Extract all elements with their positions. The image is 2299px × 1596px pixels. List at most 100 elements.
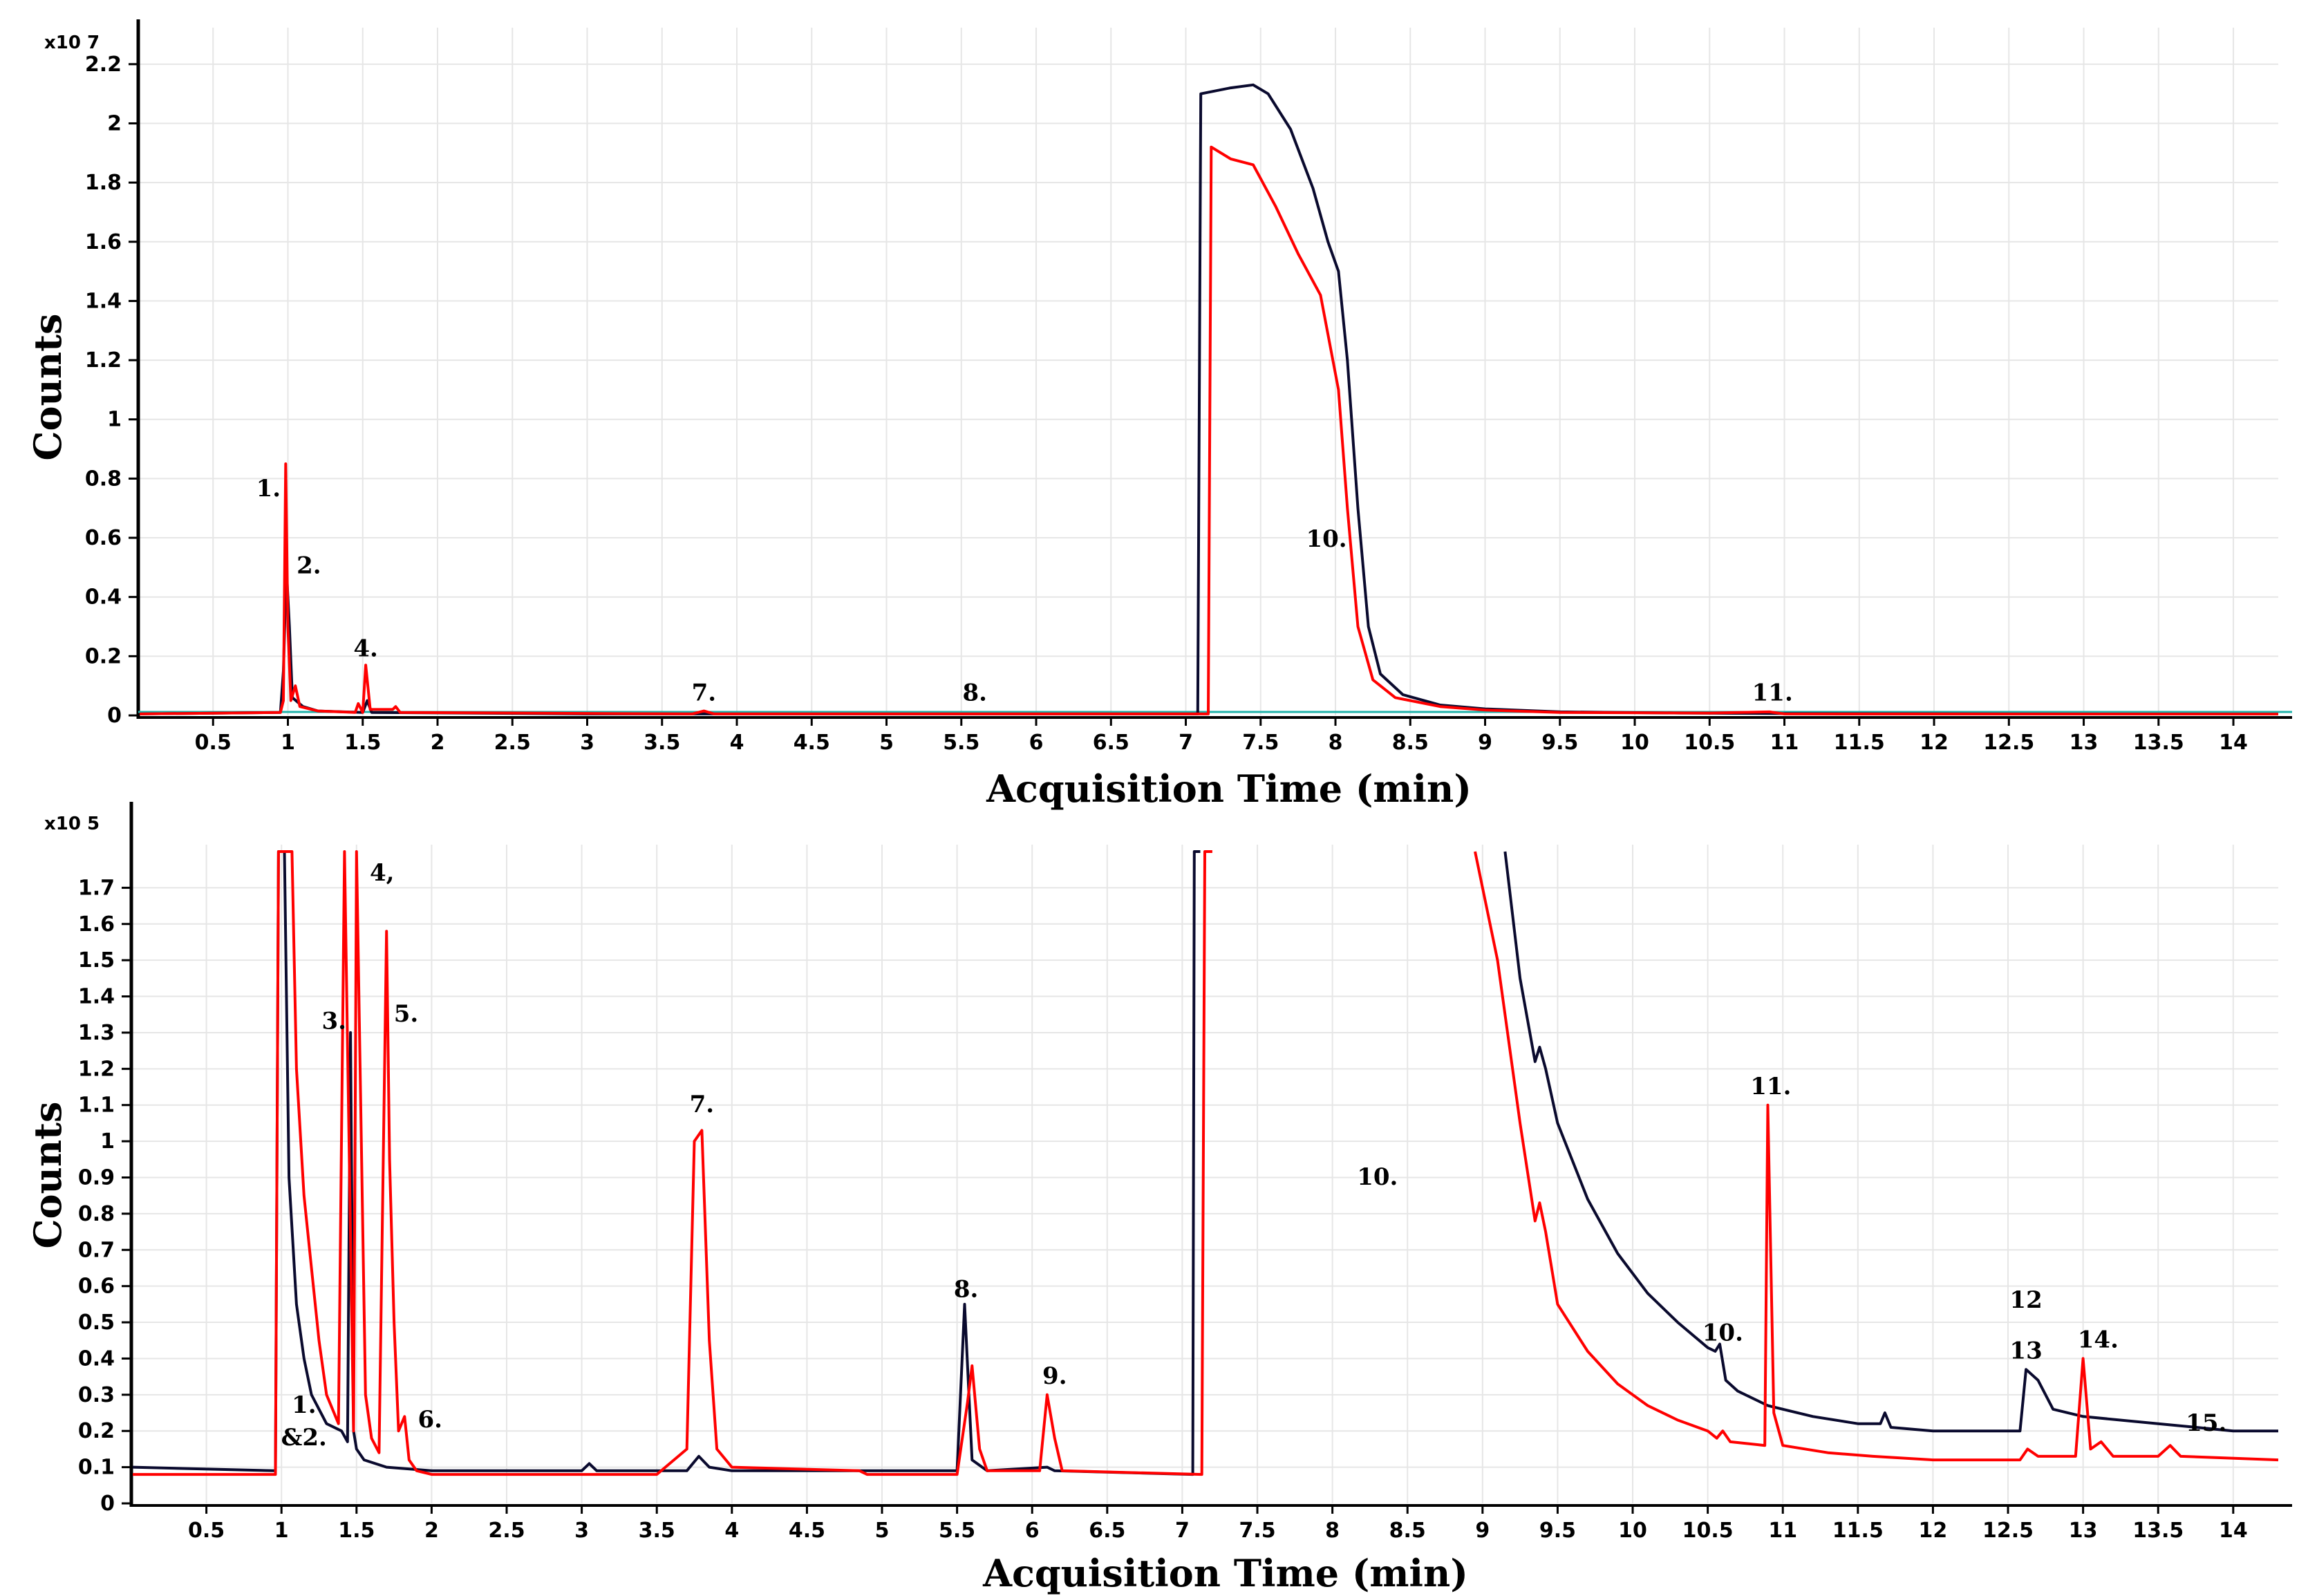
y-axis-title: Counts [26, 1102, 70, 1249]
peak-label: 11. [1752, 679, 1793, 707]
x-tick-label: 11 [1768, 1519, 1797, 1543]
x-tick-label: 12 [1919, 1519, 1948, 1543]
y-multiplier-label: x10 5 [44, 814, 100, 834]
x-tick-label: 4.5 [794, 731, 830, 755]
x-tick-label: 10.5 [1682, 1519, 1734, 1543]
x-tick-label: 4.5 [789, 1519, 825, 1543]
x-tick-label: 12.5 [1983, 731, 2034, 755]
x-tick-label: 8 [1329, 731, 1343, 755]
peak-label: 6. [417, 1406, 442, 1434]
y-tick-label: 0.6 [78, 1275, 115, 1299]
x-axis-title: Acquisition Time (min) [982, 1551, 1468, 1595]
x-tick-label: 7 [1179, 731, 1193, 755]
y-tick-label: 1 [100, 1129, 115, 1154]
x-tick-label: 8.5 [1389, 1519, 1426, 1543]
peak-label: 15. [2186, 1409, 2226, 1437]
x-tick-label: 1 [281, 731, 295, 755]
x-tick-label: 11.5 [1834, 731, 1885, 755]
y-tick-label: 1.8 [85, 171, 122, 195]
x-tick-label: 7.5 [1239, 1519, 1275, 1543]
y-tick-label: 0.4 [85, 585, 122, 610]
x-tick-label: 6.5 [1093, 731, 1129, 755]
x-tick-label: 1.5 [338, 1519, 375, 1543]
series-red-trace [133, 850, 2279, 1476]
x-tick-label: 9 [1475, 1519, 1490, 1543]
x-tick-label: 11.5 [1832, 1519, 1884, 1543]
x-tick-label: 6 [1029, 731, 1044, 755]
x-tick-label: 9 [1478, 731, 1492, 755]
peak-label: 10. [1357, 1163, 1398, 1191]
peak-label: 4, [370, 859, 395, 887]
peak-label: 9. [1042, 1362, 1067, 1390]
y-tick-label: 1.5 [78, 948, 115, 973]
x-tick-label: 6 [1025, 1519, 1040, 1543]
x-tick-label: 0.5 [188, 1519, 225, 1543]
y-tick-label: 1.4 [85, 289, 122, 313]
peak-label: 3. [321, 1008, 346, 1035]
peak-label: 10. [1702, 1319, 1743, 1346]
x-tick-label: 13.5 [2133, 731, 2184, 755]
peak-label: 8. [963, 679, 988, 707]
peak-label: 14. [2078, 1326, 2119, 1354]
y-tick-label: 1.6 [85, 230, 122, 254]
x-tick-label: 5 [879, 731, 894, 755]
y-tick-label: 0.2 [85, 644, 122, 668]
y-tick-label: 0.9 [78, 1166, 115, 1190]
x-tick-label: 5.5 [939, 1519, 975, 1543]
y-tick-label: 1.3 [78, 1021, 115, 1045]
peak-label: 7. [692, 679, 717, 707]
x-tick-label: 13.5 [2132, 1519, 2184, 1543]
y-tick-label: 1 [107, 408, 122, 432]
y-tick-label: 0 [107, 704, 122, 728]
x-tick-label: 5 [875, 1519, 890, 1543]
peak-label: 10. [1306, 525, 1346, 553]
x-tick-label: 1 [274, 1519, 289, 1543]
bottom-chromatogram-panel: 00.10.20.30.40.50.60.70.80.911.11.21.31.… [26, 802, 2292, 1595]
peak-label: 1. [256, 475, 281, 503]
y-tick-label: 0.6 [85, 526, 122, 550]
series-black-trace [140, 83, 2279, 715]
x-tick-label: 9.5 [1539, 1519, 1576, 1543]
x-tick-label: 9.5 [1541, 731, 1578, 755]
x-tick-label: 3.5 [644, 731, 680, 755]
x-tick-label: 14 [2219, 1519, 2248, 1543]
peak-label: 12 [2009, 1286, 2042, 1314]
x-tick-label: 8.5 [1392, 731, 1429, 755]
y-tick-label: 1.6 [78, 912, 115, 937]
x-tick-label: 10.5 [1684, 731, 1735, 755]
x-tick-label: 5.5 [943, 731, 979, 755]
y-tick-label: 0.7 [78, 1238, 115, 1262]
y-tick-label: 0.1 [78, 1456, 115, 1480]
top-chromatogram-panel: 00.20.40.60.811.21.41.61.822.20.5 1 1.5 2 2.… [26, 19, 2292, 811]
y-axis-title: Counts [26, 314, 70, 461]
peak-label: 4. [353, 635, 378, 662]
x-tick-label: 2 [431, 731, 445, 755]
x-tick-label: 4 [724, 1519, 739, 1543]
x-axis-title: Acquisition Time (min) [986, 767, 1472, 811]
y-tick-label: 0.2 [78, 1419, 115, 1443]
x-tick-label: 7.5 [1242, 731, 1279, 755]
x-tick-label: 12.5 [1982, 1519, 2034, 1543]
x-tick-label: 13 [2069, 1519, 2098, 1543]
y-tick-label: 0.4 [78, 1346, 115, 1371]
x-tick-label: 3.5 [639, 1519, 675, 1543]
y-tick-label: 1.1 [78, 1093, 115, 1118]
y-tick-label: 2 [107, 111, 122, 135]
x-tick-label: 11 [1770, 731, 1799, 755]
peak-label: &2. [281, 1424, 327, 1452]
x-tick-label: 4 [730, 731, 744, 755]
y-tick-label: 0.3 [78, 1383, 115, 1407]
y-tick-label: 1.7 [78, 876, 115, 900]
x-tick-label: 3 [574, 1519, 589, 1543]
y-tick-label: 0.8 [85, 467, 122, 491]
x-tick-label: 2.5 [494, 731, 531, 755]
y-tick-label: 0.5 [78, 1311, 115, 1335]
x-tick-label: 2 [424, 1519, 439, 1543]
peak-label: 5. [394, 1000, 419, 1028]
y-tick-label: 0.8 [78, 1202, 115, 1226]
x-tick-label: 10 [1618, 1519, 1647, 1543]
series-black-trace [133, 850, 2278, 1476]
x-tick-label: 10 [1620, 731, 1649, 755]
y-tick-label: 0 [100, 1492, 115, 1516]
